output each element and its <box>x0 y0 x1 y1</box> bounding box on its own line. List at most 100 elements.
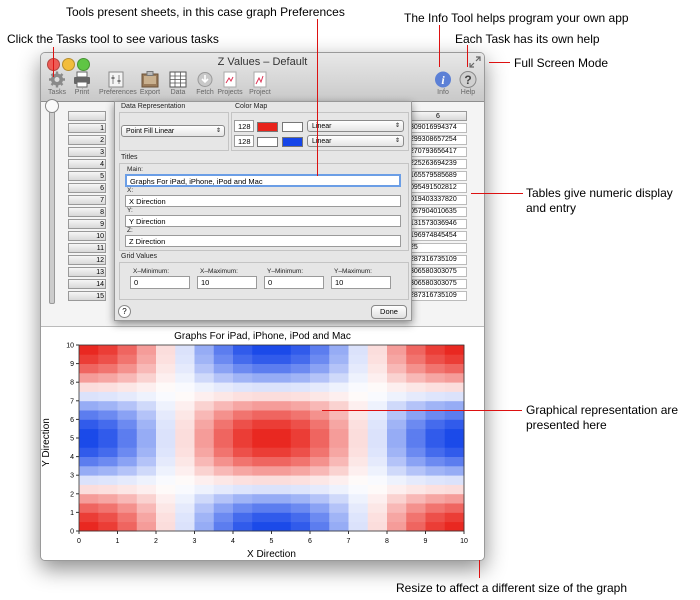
table-row-header[interactable]: 3 <box>68 147 106 157</box>
toolbar-fetch-label: Fetch <box>196 89 214 96</box>
table-row-header[interactable]: 4 <box>68 159 106 169</box>
toolbar-projects-button[interactable]: Projects <box>215 71 245 101</box>
heatmap-cell <box>194 419 215 430</box>
fetch-icon <box>196 71 214 88</box>
x-title-field[interactable]: X Direction <box>125 195 401 207</box>
table-row-header[interactable]: 14 <box>68 279 106 289</box>
done-button[interactable]: Done <box>371 305 407 319</box>
table-cell[interactable]: 287316735109 <box>409 255 467 265</box>
toolbar-print-button[interactable]: Print <box>67 71 97 101</box>
color-swatch-blue[interactable] <box>282 137 303 147</box>
gear-icon <box>48 71 66 88</box>
heatmap-cell <box>329 484 349 495</box>
z-title-field[interactable]: Z Direction <box>125 235 401 247</box>
color-swatch-white-2[interactable] <box>257 137 278 147</box>
toolbar-help-button[interactable]: ? Help <box>453 71 483 101</box>
y-maximum-field[interactable]: 10 <box>331 276 391 289</box>
table-cell[interactable]: 196974845454 <box>409 231 467 241</box>
table-cell[interactable]: 225263694239 <box>409 159 467 169</box>
heatmap-cell <box>79 410 99 420</box>
heatmap-cell <box>194 382 215 392</box>
heatmap-cell <box>252 419 272 430</box>
y-tick-label: 8 <box>70 380 74 387</box>
heatmap-cell <box>79 493 99 504</box>
heatmap-cell <box>98 503 118 513</box>
x-maximum-field[interactable]: 10 <box>197 276 257 289</box>
table-row-header[interactable]: 6 <box>68 183 106 193</box>
toolbar-preferences-button[interactable]: Preferences <box>99 71 137 101</box>
data-representation-box <box>119 112 229 151</box>
table-row-header[interactable]: 8 <box>68 207 106 217</box>
toolbar-data-button[interactable]: Data <box>163 71 193 101</box>
table-cell[interactable]: 306580303075 <box>409 267 467 277</box>
table-row-header[interactable]: 5 <box>68 171 106 181</box>
table-row-header[interactable]: 1 <box>68 123 106 133</box>
heatmap-cell <box>290 456 311 467</box>
minimize-window-button[interactable] <box>62 58 75 71</box>
x-tick-label: 9 <box>424 538 428 545</box>
data-representation-popup[interactable]: Point Fill Linear ⇕ <box>121 125 225 137</box>
table-row-header[interactable]: 2 <box>68 135 106 145</box>
table-cell[interactable]: 270793656417 <box>409 147 467 157</box>
heatmap-cell <box>367 465 388 476</box>
heatmap-cell <box>444 456 465 467</box>
heatmap-cell <box>367 382 388 392</box>
y-minimum-field[interactable]: 0 <box>264 276 324 289</box>
table-cell[interactable]: 131573036946 <box>409 219 467 229</box>
heatmap-cell <box>79 391 99 402</box>
table-row-header[interactable]: 10 <box>68 231 106 241</box>
vertical-slider-knob[interactable] <box>45 99 59 113</box>
toolbar-info-button[interactable]: i Info <box>428 71 458 101</box>
annotation-info-tool: The Info Tool helps program your own app <box>404 11 629 25</box>
y-title-field[interactable]: Y Direction <box>125 215 401 227</box>
heatmap-cell <box>233 363 253 374</box>
toolbar-export-button[interactable]: Export <box>135 71 165 101</box>
color-swatch-white-1[interactable] <box>282 122 303 132</box>
table-cell[interactable]: 095491502812 <box>409 183 467 193</box>
heatmap-cell <box>367 512 388 523</box>
table-cell[interactable]: 306580303075 <box>409 279 467 289</box>
table-cell[interactable]: 25 <box>409 243 467 253</box>
toolbar-tasks-button[interactable]: Tasks <box>42 71 72 101</box>
table-cell[interactable]: 287316735109 <box>409 291 467 301</box>
heatmap-cell <box>367 345 388 355</box>
toolbar-project-button[interactable]: Project <box>245 71 275 101</box>
zoom-window-button[interactable] <box>77 58 90 71</box>
heatmap-cell <box>252 382 272 392</box>
heatmap-cell <box>194 438 215 448</box>
x-minimum-field[interactable]: 0 <box>130 276 190 289</box>
y-tick-label: 6 <box>70 417 74 424</box>
vertical-slider[interactable] <box>45 99 59 304</box>
heatmap-cell <box>425 428 446 439</box>
heatmap-cell <box>290 419 311 430</box>
table-cell[interactable]: 299308657254 <box>409 135 467 145</box>
heatmap-cell <box>271 475 292 485</box>
color-mode-popup-1[interactable]: Linear ⇕ <box>307 120 404 132</box>
table-row-header[interactable]: 9 <box>68 219 106 229</box>
heatmap-cell <box>213 503 234 513</box>
main-title-field[interactable]: Graphs For iPad, iPhone, iPod and Mac <box>125 174 401 187</box>
table-row-header[interactable]: 15 <box>68 291 106 301</box>
color-mode-popup-2[interactable]: Linear ⇕ <box>307 135 404 147</box>
color-swatch-red[interactable] <box>257 122 278 132</box>
heatmap-cell <box>444 400 465 411</box>
table-cell[interactable]: 057904010635 <box>409 207 467 217</box>
table-cell[interactable]: 165579585689 <box>409 171 467 181</box>
heatmap-cell <box>271 354 292 364</box>
table-row-header[interactable]: 12 <box>68 255 106 265</box>
color-count-1[interactable]: 128 <box>234 120 254 132</box>
heatmap-cell <box>348 493 369 504</box>
table-cell[interactable]: 019403337820 <box>409 195 467 205</box>
table-row-header[interactable]: 11 <box>68 243 106 253</box>
annotation-tables: Tables give numeric display and entry <box>526 186 673 216</box>
full-screen-icon[interactable] <box>469 55 481 68</box>
color-count-2[interactable]: 128 <box>234 135 254 147</box>
heatmap-cell <box>117 391 138 402</box>
table-row-header[interactable]: 13 <box>68 267 106 277</box>
toolbar-fetch-button[interactable]: Fetch <box>190 71 220 101</box>
sheet-help-button[interactable]: ? <box>118 305 131 318</box>
table-cell[interactable]: 309016994374 <box>409 123 467 133</box>
color-mode-value-1: Linear <box>312 123 332 130</box>
table-row-header[interactable]: 7 <box>68 195 106 205</box>
heatmap-cell <box>290 372 311 383</box>
